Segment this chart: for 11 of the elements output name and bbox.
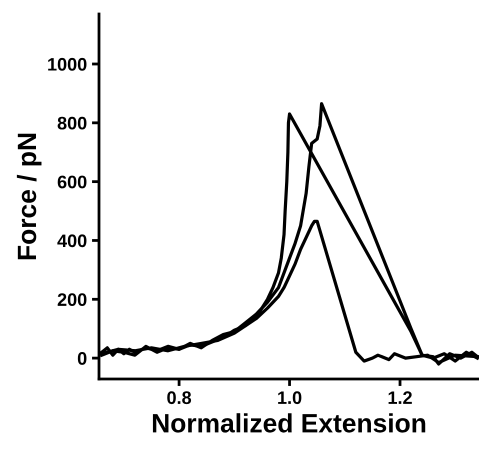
x-tick-label: 0.8 <box>167 391 192 404</box>
y-tick-label: 600 <box>58 176 86 188</box>
y-tick-label: 0 <box>78 352 86 365</box>
x-axis-title: Normalized Extension <box>152 413 426 433</box>
y-tick-label: 400 <box>57 234 86 248</box>
y-axis-title: Force / pN <box>16 134 42 260</box>
x-tick-label: 1.0 <box>278 391 302 404</box>
y-tick-label: 800 <box>58 116 86 130</box>
x-tick-label: 1.2 <box>388 391 412 404</box>
y-tick-label: 1000 <box>48 58 86 71</box>
y-tick-label: 200 <box>58 293 86 306</box>
